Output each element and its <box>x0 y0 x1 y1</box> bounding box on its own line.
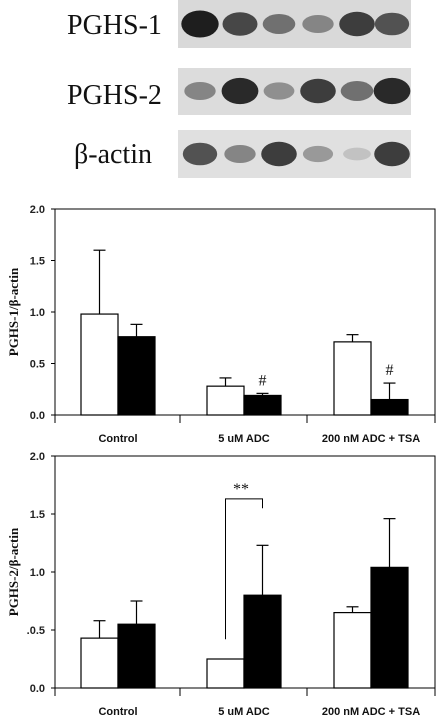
blot-band-r0-l1 <box>222 12 258 36</box>
blot-band-r2-l5 <box>374 141 410 167</box>
bar-1-s1-c2 <box>370 566 409 689</box>
blot-band-r2-l2 <box>261 141 297 167</box>
bar-0-s0-c0 <box>80 313 119 416</box>
blot-band-r0-l0 <box>181 10 219 38</box>
bar-0-s0-c2 <box>333 341 372 416</box>
blot-band-r2-l1 <box>224 144 256 164</box>
y-tick-label-1-4: 2.0 <box>30 451 45 463</box>
y-axis-title-1: PGHS-2/β-actin <box>6 527 21 616</box>
y-tick-label-1-1: .0.5 <box>27 625 45 637</box>
x-tick-label-0-1: 5 uM ADC <box>218 433 270 445</box>
x-tick-label-0-0: Control <box>98 433 137 445</box>
bar-1-s1-c1 <box>243 594 282 689</box>
blot-band-r0-l4 <box>339 11 375 37</box>
blot-label-pghs2: PGHS-2 <box>67 80 162 111</box>
annotation-0-1: # <box>386 362 394 379</box>
x-tick-label-1-1: 5 uM ADC <box>218 706 270 715</box>
bar-1-s0-c0 <box>80 637 119 689</box>
bar-0-s0-c1 <box>206 385 245 416</box>
y-tick-label-0-0: 0.0 <box>30 410 45 422</box>
blot-band-r1-l2 <box>263 82 295 100</box>
blot-band-r0-l3 <box>302 14 334 34</box>
y-tick-label-0-3: 1.5 <box>30 256 45 268</box>
chart-pghs1: 0.0 0.5 1.0 1.5 2.0 PGHS-1/β-actin Control 5 uM… <box>6 204 436 445</box>
y-tick-label-0-1: 0.5 <box>30 359 45 371</box>
blot-band-r1-l3 <box>300 78 336 104</box>
y-tick-label-1-3: 1.5 <box>30 509 45 521</box>
western-blot-panel: PGHS-1 PGHS-2 β-actin <box>67 0 411 178</box>
significance-label-1-0: ** <box>233 481 249 498</box>
bar-0-s1-c2 <box>370 398 409 416</box>
y-tick-label-1-2: 1.0 <box>30 567 45 579</box>
y-tick-label-0-4: 2.0 <box>30 204 45 216</box>
blot-bands <box>181 10 411 167</box>
blot-band-r1-l0 <box>184 81 216 101</box>
bar-1-s0-c1 <box>206 658 245 689</box>
annotation-0-0: # <box>259 372 267 389</box>
bar-1-s1-c0 <box>117 623 156 689</box>
blot-band-r1-l5 <box>373 77 411 105</box>
blot-band-r0-l2 <box>262 14 296 34</box>
y-tick-label-0-2: 1.0 <box>30 307 45 319</box>
y-tick-label-1-0: 0.0 <box>30 683 45 695</box>
y-axis-title-0: PGHS-1/β-actin <box>6 267 21 356</box>
chart-pghs2: 0.0 .0.5 1.0 1.5 2.0 PGHS-2/β-actin Control 5 u… <box>6 451 436 715</box>
bar-0-s1-c1 <box>243 394 282 416</box>
x-tick-label-1-0: Control <box>98 706 137 715</box>
x-tick-label-1-2: 200 nM ADC + TSA <box>322 706 420 715</box>
blot-label-pghs1: PGHS-1 <box>67 10 162 41</box>
blot-band-r0-l5 <box>374 12 410 36</box>
x-tick-label-0-2: 200 nM ADC + TSA <box>322 433 420 445</box>
blot-band-r1-l1 <box>221 77 259 105</box>
bar-0-s1-c0 <box>117 336 156 416</box>
blot-band-r2-l3 <box>302 145 334 163</box>
bar-1-s0-c2 <box>333 611 372 689</box>
blot-label-bactin: β-actin <box>74 139 152 170</box>
significance-bracket-1 <box>225 498 263 640</box>
blot-band-r1-l4 <box>340 81 374 101</box>
blot-band-r2-l0 <box>182 142 218 166</box>
blot-band-r2-l4 <box>343 147 371 161</box>
